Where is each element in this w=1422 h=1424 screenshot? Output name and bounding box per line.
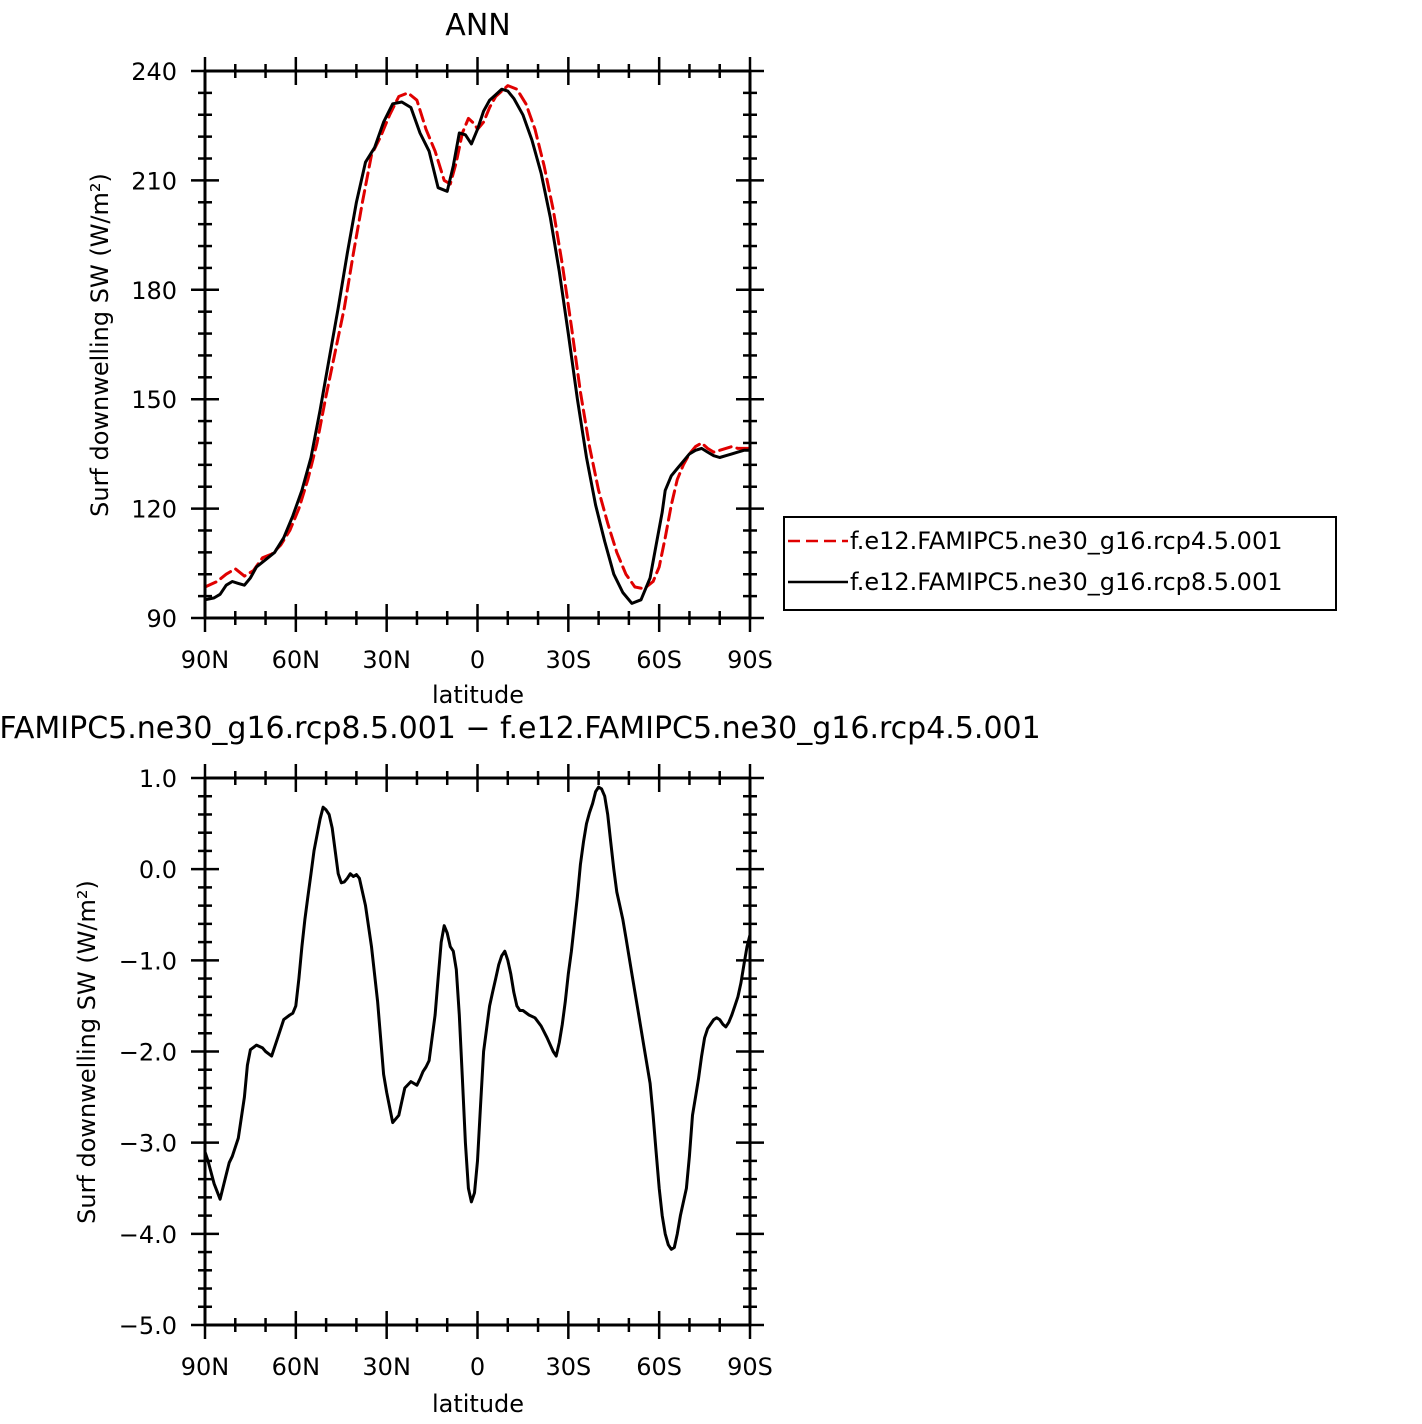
x-tick-label: 30N [362, 1353, 411, 1381]
y-tick-label: 240 [131, 58, 177, 86]
legend-label-rcp45: f.e12.FAMIPC5.ne30_g16.rcp4.5.001 [850, 527, 1283, 555]
x-tick-label: 30S [545, 646, 591, 674]
bottom-panel-x-axis-title: latitude [432, 1390, 524, 1418]
legend-box [783, 516, 1337, 611]
x-tick-label: 60S [636, 646, 682, 674]
bottom-panel: f.e12.FAMIPC5.ne30_g16.rcp8.5.001 − f.e1… [0, 711, 1041, 1418]
y-tick-label: −5.0 [119, 1312, 177, 1340]
x-tick-label: 90N [181, 646, 230, 674]
top-panel-y-tick-labels: 90 120 150 180 210 240 [131, 58, 177, 633]
top-panel-x-axis-title: latitude [432, 681, 524, 709]
bottom-panel-frame [203, 776, 752, 1327]
y-tick-label: 0.0 [139, 856, 177, 884]
series-line [203, 84, 752, 591]
y-tick-label: −2.0 [119, 1039, 177, 1067]
bottom-panel-x-tick-labels: 90N 60N 30N 0 30S 60S 90S [181, 1353, 773, 1381]
x-tick-label: 30N [362, 646, 411, 674]
series-line [203, 87, 752, 605]
legend-label-rcp85: f.e12.FAMIPC5.ne30_g16.rcp8.5.001 [850, 568, 1283, 596]
x-tick-label: 60S [636, 1353, 682, 1381]
y-tick-label: 1.0 [139, 765, 177, 793]
top-panel-x-tick-labels: 90N 60N 30N 0 30S 60S 90S [181, 646, 773, 674]
y-tick-label: 180 [131, 277, 177, 305]
bottom-panel-title: f.e12.FAMIPC5.ne30_g16.rcp8.5.001 − f.e1… [0, 711, 1041, 746]
x-tick-label: 0 [470, 646, 485, 674]
bottom-panel-series [203, 785, 752, 1251]
y-tick-label: 150 [131, 386, 177, 414]
x-tick-label: 60N [272, 1353, 321, 1381]
series-line [203, 785, 752, 1251]
y-tick-label: 90 [146, 605, 177, 633]
x-tick-label: 90S [727, 1353, 773, 1381]
top-panel-y-axis-title: Surf downwelling SW (W/m²) [86, 173, 114, 517]
top-panel-title: ANN [445, 8, 510, 43]
legend: f.e12.FAMIPC5.ne30_g16.rcp4.5.001 f.e12.… [783, 516, 1337, 611]
y-tick-label: 210 [131, 167, 177, 195]
y-tick-label: −1.0 [119, 947, 177, 975]
y-tick-label: −4.0 [119, 1221, 177, 1249]
x-tick-label: 30S [545, 1353, 591, 1381]
x-tick-label: 90S [727, 646, 773, 674]
bottom-panel-y-tick-labels: −5.0 −4.0 −3.0 −2.0 −1.0 0.0 1.0 [119, 765, 177, 1340]
bottom-panel-ticks [191, 764, 764, 1339]
top-panel-series [203, 84, 752, 605]
x-tick-label: 90N [181, 1353, 230, 1381]
y-tick-label: −3.0 [119, 1130, 177, 1158]
bottom-panel-y-axis-title: Surf downwelling SW (W/m²) [73, 880, 101, 1224]
x-tick-label: 60N [272, 646, 321, 674]
top-panel-frame [203, 69, 752, 620]
y-tick-label: 120 [131, 496, 177, 524]
top-panel-ticks [191, 57, 764, 632]
x-tick-label: 0 [470, 1353, 485, 1381]
